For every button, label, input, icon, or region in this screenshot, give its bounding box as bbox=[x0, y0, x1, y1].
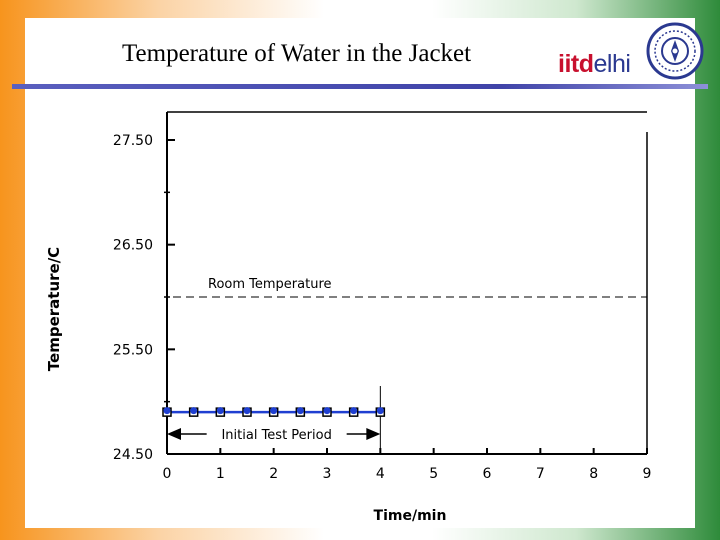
x-tick-label: 3 bbox=[323, 466, 332, 482]
data-point bbox=[216, 407, 224, 415]
room-temperature-label: Room Temperature bbox=[208, 277, 332, 292]
data-point bbox=[323, 407, 331, 415]
initial-test-period-label-bg bbox=[206, 426, 347, 442]
x-tick-label: 5 bbox=[429, 466, 438, 482]
title-underline-bar bbox=[12, 84, 708, 89]
x-tick-label: 0 bbox=[163, 466, 172, 482]
data-series bbox=[162, 407, 386, 417]
y-tick-label: 24.50 bbox=[113, 447, 153, 463]
data-point bbox=[270, 407, 278, 415]
x-tick-label: 4 bbox=[376, 466, 385, 482]
x-tick-label: 6 bbox=[483, 466, 492, 482]
x-axis-title: Time/min bbox=[374, 508, 447, 524]
slide-title: Temperature of Water in the Jacket bbox=[122, 40, 472, 67]
data-point bbox=[243, 407, 251, 415]
slide-canvas bbox=[25, 18, 695, 528]
x-tick-label: 8 bbox=[589, 466, 598, 482]
chart-annotations: Room Temperature Initial Test Period bbox=[167, 277, 647, 454]
y-tick-label: 25.50 bbox=[113, 342, 153, 358]
data-point bbox=[163, 407, 171, 415]
logo-text-part2: elhi bbox=[593, 50, 631, 78]
data-point bbox=[376, 407, 384, 415]
y-tick-label: 27.50 bbox=[113, 133, 153, 149]
institute-seal-icon bbox=[646, 22, 704, 80]
data-point bbox=[296, 407, 304, 415]
x-tick-label: 2 bbox=[269, 466, 278, 482]
y-axis: 24.50 25.50 26.50 27.50 bbox=[113, 133, 175, 463]
temperature-chart: 24.50 25.50 26.50 27.50 0 1 2 3 4 5 6 7 8 9 Room Tem… bbox=[45, 111, 652, 524]
data-point bbox=[190, 407, 198, 415]
y-tick-label: 26.50 bbox=[113, 238, 153, 254]
x-tick-label: 1 bbox=[216, 466, 225, 482]
x-tick-label: 7 bbox=[536, 466, 545, 482]
x-axis: 0 1 2 3 4 5 6 7 8 9 bbox=[163, 448, 652, 482]
arrowhead-left-icon bbox=[167, 428, 181, 440]
logo-text-part1: iitd bbox=[558, 50, 594, 78]
arrowhead-right-icon bbox=[366, 428, 381, 440]
initial-test-period-label: Initial Test Period bbox=[221, 428, 331, 443]
data-point bbox=[350, 407, 358, 415]
plot-frame bbox=[166, 111, 648, 455]
y-axis-title: Temperature/C bbox=[45, 247, 63, 371]
x-tick-label: 9 bbox=[643, 466, 652, 482]
iitd-logo: iitdelhi bbox=[558, 50, 631, 79]
